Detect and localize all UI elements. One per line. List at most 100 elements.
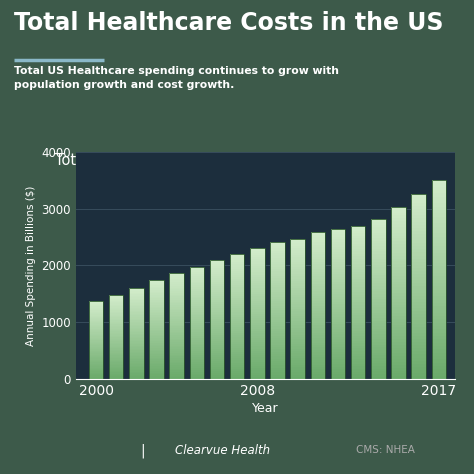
Bar — [371, 376, 386, 379]
Bar — [250, 301, 264, 303]
Bar — [411, 292, 426, 296]
Bar — [230, 256, 245, 258]
Bar — [250, 316, 264, 318]
Bar — [250, 251, 264, 253]
Bar — [411, 249, 426, 253]
Bar — [230, 277, 245, 279]
Text: Total US Healthcare Spending: Total US Healthcare Spending — [55, 153, 272, 168]
Bar — [351, 343, 365, 346]
Bar — [129, 288, 144, 379]
Bar — [432, 306, 446, 310]
Bar — [190, 330, 204, 332]
Bar — [270, 251, 285, 253]
Bar — [89, 358, 103, 360]
Bar — [230, 325, 245, 327]
Bar — [190, 340, 204, 342]
Bar — [89, 348, 103, 349]
Bar — [432, 193, 446, 197]
Bar — [432, 253, 446, 256]
Bar — [310, 267, 325, 269]
Bar — [210, 308, 224, 310]
Bar — [109, 371, 123, 372]
Bar — [331, 254, 346, 256]
Bar — [129, 347, 144, 349]
Bar — [230, 348, 245, 350]
Bar — [432, 359, 446, 363]
Bar — [432, 180, 446, 183]
Bar — [411, 274, 426, 277]
Bar — [89, 346, 103, 348]
Bar — [432, 213, 446, 217]
Bar — [411, 330, 426, 333]
Bar — [190, 301, 204, 302]
Bar — [129, 305, 144, 306]
Bar — [331, 332, 346, 334]
Bar — [411, 271, 426, 274]
Bar — [392, 233, 406, 236]
Bar — [190, 342, 204, 344]
Bar — [129, 334, 144, 335]
Bar — [432, 217, 446, 220]
Bar — [190, 346, 204, 347]
Bar — [270, 303, 285, 306]
Bar — [89, 375, 103, 377]
Bar — [270, 262, 285, 264]
Bar — [109, 334, 123, 336]
Bar — [169, 360, 184, 362]
Bar — [392, 230, 406, 233]
Bar — [109, 361, 123, 362]
Bar — [109, 295, 123, 379]
Bar — [210, 288, 224, 290]
Bar — [210, 351, 224, 353]
Bar — [310, 355, 325, 357]
Bar — [351, 310, 365, 313]
Bar — [89, 316, 103, 317]
Bar — [432, 353, 446, 356]
Bar — [291, 283, 305, 285]
Bar — [270, 324, 285, 327]
Bar — [310, 320, 325, 323]
Bar — [392, 368, 406, 371]
Bar — [89, 328, 103, 330]
Bar — [351, 279, 365, 282]
Bar — [230, 273, 245, 275]
Bar — [169, 298, 184, 300]
Bar — [270, 322, 285, 324]
Bar — [411, 197, 426, 200]
Bar — [210, 349, 224, 351]
Bar — [351, 328, 365, 330]
Bar — [432, 207, 446, 210]
Bar — [351, 364, 365, 366]
Bar — [149, 289, 164, 290]
Bar — [89, 342, 103, 343]
Bar — [392, 356, 406, 359]
Bar — [291, 377, 305, 379]
Bar — [230, 321, 245, 323]
Bar — [190, 295, 204, 297]
Bar — [230, 308, 245, 310]
Bar — [169, 279, 184, 281]
Bar — [250, 248, 264, 251]
Bar — [109, 366, 123, 368]
Bar — [371, 342, 386, 345]
Bar — [190, 327, 204, 328]
Bar — [190, 278, 204, 280]
Bar — [129, 343, 144, 344]
Bar — [149, 371, 164, 373]
Bar — [250, 342, 264, 344]
Bar — [129, 294, 144, 296]
Bar — [411, 355, 426, 357]
Bar — [331, 274, 346, 277]
Bar — [109, 301, 123, 302]
Bar — [149, 346, 164, 348]
Bar — [331, 299, 346, 301]
Bar — [190, 375, 204, 377]
Bar — [270, 336, 285, 338]
Bar — [210, 270, 224, 272]
Bar — [270, 333, 285, 336]
Bar — [129, 370, 144, 372]
Bar — [392, 310, 406, 313]
Bar — [129, 352, 144, 354]
Bar — [149, 283, 164, 285]
Bar — [351, 246, 365, 249]
